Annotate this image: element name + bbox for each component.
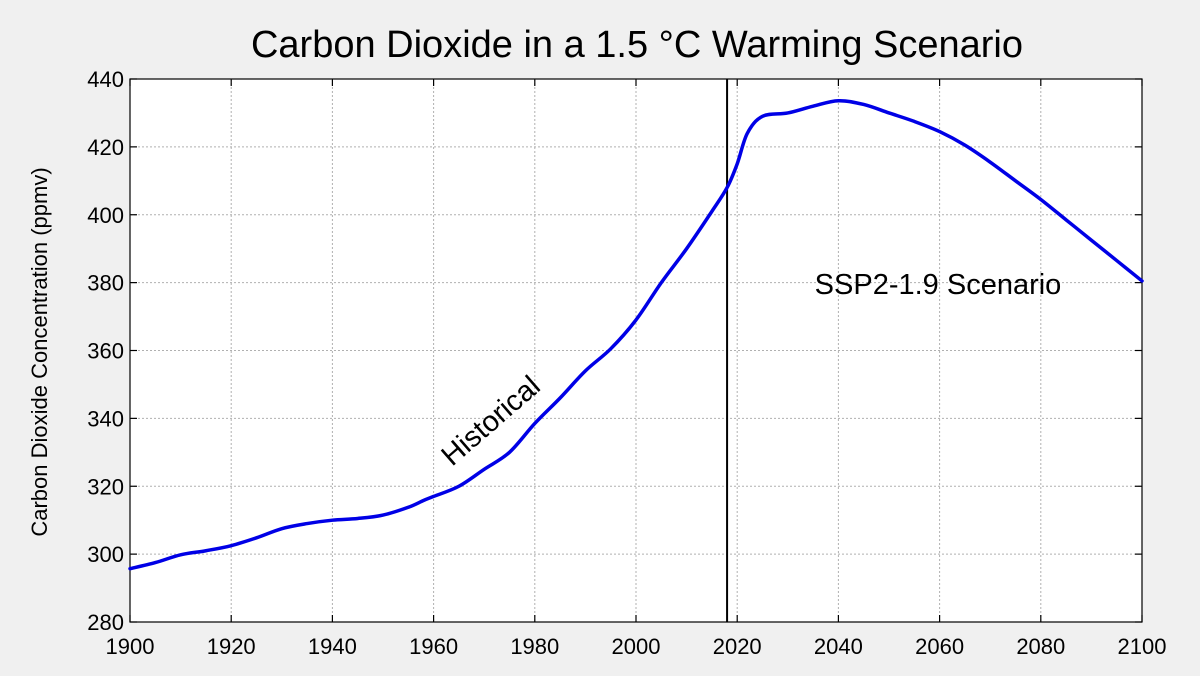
series-line-co2 bbox=[128, 98, 1144, 571]
x-tick-label-1900: 1900 bbox=[106, 634, 155, 659]
y-tick-label-400: 400 bbox=[87, 203, 124, 228]
x-tick-label-2060: 2060 bbox=[915, 634, 964, 659]
chart-title: Carbon Dioxide in a 1.5 °C Warming Scena… bbox=[251, 24, 1023, 66]
y-tick-label-280: 280 bbox=[87, 610, 124, 635]
y-axis-title: Carbon Dioxide Concentration (ppmv) bbox=[27, 167, 52, 536]
y-tick-label-380: 380 bbox=[87, 271, 124, 296]
x-tick-label-2000: 2000 bbox=[612, 634, 661, 659]
tick-label-layer: 1900 1920 1940 1960 1980 2000 2020 2040 2060 2080… bbox=[87, 67, 1166, 659]
x-tick-label-2040: 2040 bbox=[814, 634, 863, 659]
y-tick-label-320: 320 bbox=[87, 474, 124, 499]
y-tick-label-360: 360 bbox=[87, 339, 124, 364]
y-tick-label-300: 300 bbox=[87, 542, 124, 567]
tick-layer bbox=[129, 78, 1143, 623]
x-tick-label-2100: 2100 bbox=[1118, 634, 1167, 659]
series-layer bbox=[128, 98, 1144, 571]
y-tick-label-420: 420 bbox=[87, 135, 124, 160]
y-tick-label-440: 440 bbox=[87, 67, 124, 92]
y-tick-label-340: 340 bbox=[87, 406, 124, 431]
x-tick-label-2080: 2080 bbox=[1016, 634, 1065, 659]
x-tick-label-2020: 2020 bbox=[713, 634, 762, 659]
grid-layer bbox=[130, 79, 1142, 622]
x-tick-label-1980: 1980 bbox=[510, 634, 559, 659]
x-tick-label-1920: 1920 bbox=[207, 634, 256, 659]
x-tick-label-1960: 1960 bbox=[409, 634, 458, 659]
x-tick-label-1940: 1940 bbox=[308, 634, 357, 659]
scenario-annotation: SSP2-1.9 Scenario bbox=[815, 269, 1062, 301]
